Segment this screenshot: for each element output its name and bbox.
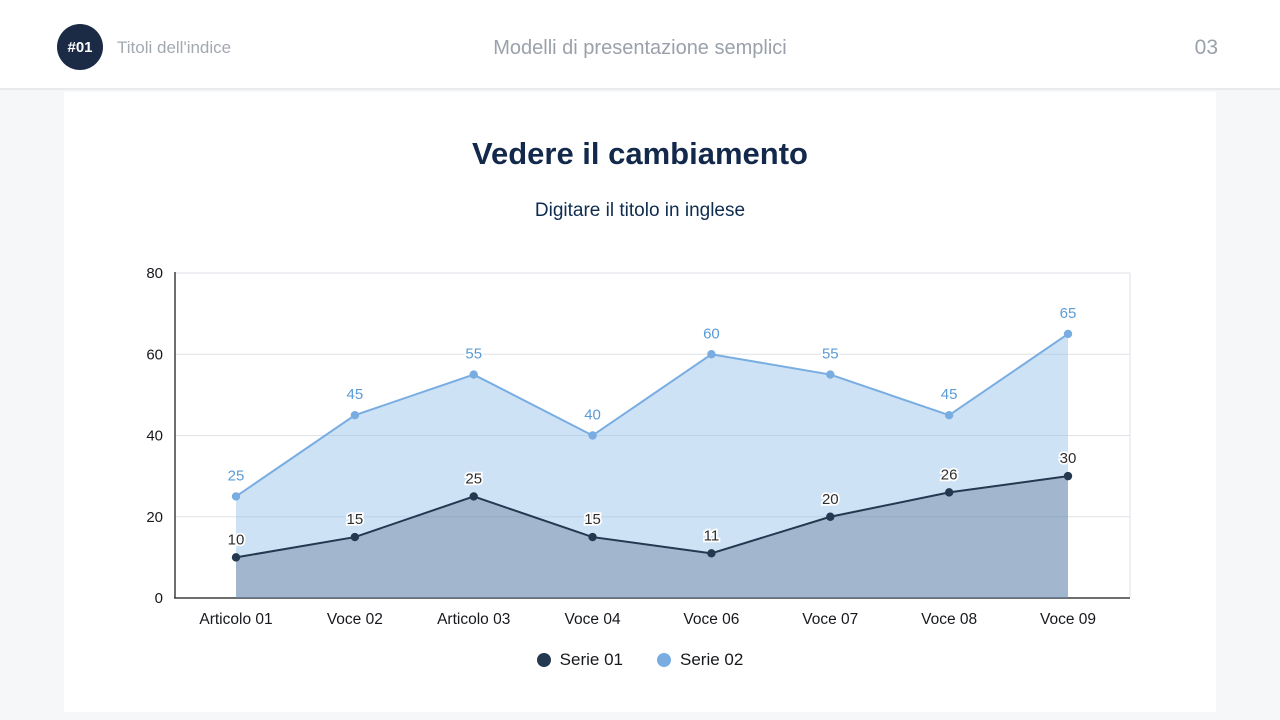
chart-legend: Serie 01 Serie 02: [64, 650, 1216, 670]
chart-subtitle: Digitare il titolo in inglese: [534, 200, 746, 221]
index-label: Titoli dell'indice: [117, 38, 232, 57]
svg-text:55: 55: [465, 346, 482, 363]
svg-text:80: 80: [146, 265, 163, 282]
svg-text:25: 25: [465, 470, 482, 487]
svg-text:Voce 06: Voce 06: [683, 611, 739, 628]
svg-text:40: 40: [584, 407, 601, 424]
area-chart: 0 20 40 60 80 25 45 55 40 60 55 45 65 10 15 25 15 11 20 26 3…: [130, 255, 1160, 640]
svg-text:Voce 02: Voce 02: [327, 611, 383, 628]
svg-text:40: 40: [146, 428, 163, 445]
legend-item-serie-02: Serie 02: [657, 650, 743, 670]
area-chart-svg: 0 20 40 60 80 25 45 55 40 60 55 45 65 10 15 25 15 11 20 26 3…: [146, 265, 1131, 628]
legend-label-serie-02: Serie 02: [680, 650, 744, 669]
legend-label-serie-01: Serie 01: [559, 650, 623, 669]
svg-text:Articolo 01: Articolo 01: [199, 611, 272, 628]
index-badge: #01: [57, 24, 103, 70]
svg-text:Voce 07: Voce 07: [802, 611, 858, 628]
header-title: Modelli di presentazione semplici: [493, 37, 787, 59]
svg-text:55: 55: [822, 346, 839, 363]
svg-text:45: 45: [347, 386, 364, 403]
header-bar: #01 Titoli dell'indice Modelli di presen…: [0, 0, 1280, 90]
svg-text:Voce 08: Voce 08: [921, 611, 977, 628]
svg-text:15: 15: [347, 511, 364, 528]
svg-text:60: 60: [703, 325, 720, 342]
legend-dot-serie-01: [536, 653, 551, 667]
svg-text:20: 20: [822, 491, 839, 508]
slide-canvas: Vedere il cambiamento Digitare il titolo…: [64, 92, 1216, 712]
legend-dot-serie-02: [657, 653, 671, 667]
svg-text:26: 26: [941, 466, 958, 483]
svg-text:25: 25: [228, 467, 245, 484]
svg-text:60: 60: [146, 346, 163, 363]
svg-text:20: 20: [146, 509, 163, 526]
chart-title: Vedere il cambiamento: [472, 136, 808, 171]
svg-text:45: 45: [941, 386, 958, 403]
svg-text:10: 10: [228, 531, 245, 548]
svg-text:15: 15: [584, 511, 601, 528]
legend-item-serie-01: Serie 01: [536, 650, 623, 670]
svg-text:11: 11: [704, 527, 720, 544]
page-number: 03: [1194, 36, 1218, 59]
svg-text:Voce 04: Voce 04: [565, 611, 621, 628]
svg-text:Voce 09: Voce 09: [1040, 611, 1096, 628]
svg-text:Articolo 03: Articolo 03: [437, 611, 510, 628]
svg-text:0: 0: [155, 590, 163, 607]
svg-text:30: 30: [1060, 450, 1077, 467]
svg-text:65: 65: [1060, 305, 1077, 322]
